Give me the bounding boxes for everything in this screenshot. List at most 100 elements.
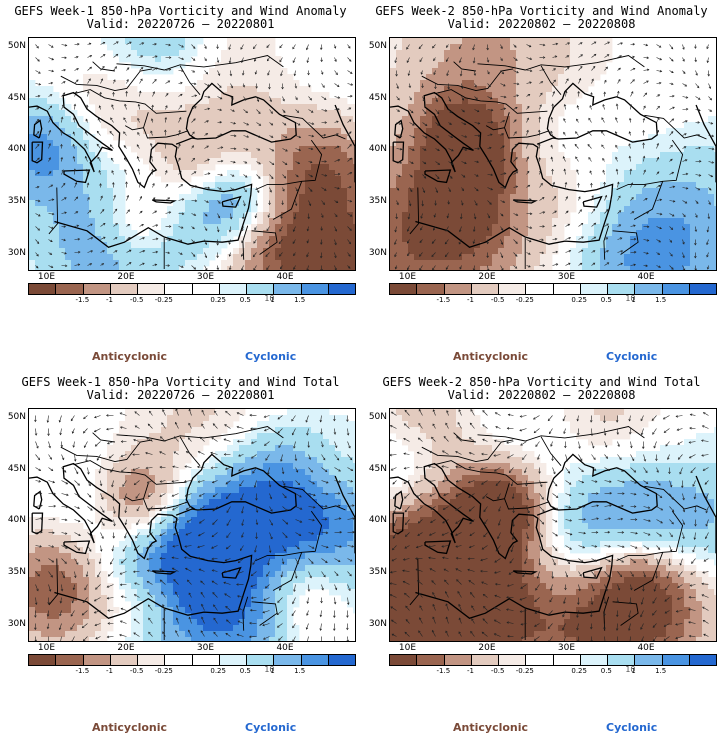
field-cell [77, 218, 84, 225]
field-cell [702, 266, 709, 270]
wind-arrow [282, 135, 288, 139]
field-cell [546, 266, 553, 270]
field-cell [480, 68, 487, 75]
field-cell [570, 98, 577, 105]
field-cell [77, 206, 84, 213]
field-cell [426, 38, 433, 45]
field-cell [239, 56, 246, 63]
field-cell [528, 62, 535, 69]
field-cell [456, 266, 463, 270]
field-cell [390, 254, 397, 261]
field-cell [486, 176, 493, 183]
wind-arrow [643, 105, 646, 110]
wind-arrow [48, 239, 53, 242]
field-cell [390, 182, 397, 189]
wind-arrow-head [672, 106, 675, 109]
field-cell [648, 230, 655, 237]
field-cell [83, 164, 90, 171]
wind-arrow-head [49, 105, 53, 108]
field-cell [203, 182, 210, 189]
wind-arrow-head [88, 78, 91, 81]
field-cell [137, 38, 144, 45]
field-cell [678, 242, 685, 249]
field-cell [690, 260, 697, 267]
field-cell [71, 164, 78, 171]
field-cell [408, 62, 415, 69]
wind-arrow [461, 174, 466, 178]
field-cell [347, 230, 354, 237]
field-cell [474, 134, 481, 141]
field-cell [666, 188, 673, 195]
field-cell [71, 230, 78, 237]
field-cell [29, 128, 36, 135]
field-cell [552, 116, 559, 123]
field-cell [516, 146, 523, 153]
coastline [394, 119, 404, 139]
field-cell [59, 248, 66, 255]
field-cell [612, 164, 619, 171]
field-cell [245, 128, 252, 135]
field-cell [95, 140, 102, 147]
field-cell [131, 50, 138, 57]
field-cell [113, 104, 120, 111]
field-cell [287, 242, 294, 249]
field-cell [29, 236, 36, 243]
field-cell [456, 254, 463, 261]
field-cell [95, 254, 102, 261]
field-cell [233, 56, 240, 63]
wind-arrow-head [587, 143, 591, 147]
wind-arrow-head [268, 87, 271, 90]
wind-arrow-head [604, 79, 607, 83]
field-cell [185, 254, 192, 261]
field-cell [65, 134, 72, 141]
field-cell [113, 194, 120, 201]
field-cell [402, 152, 409, 159]
wind-arrow-head [244, 189, 247, 193]
field-cell [504, 44, 511, 51]
field-cell [660, 254, 667, 261]
field-cell [317, 98, 324, 105]
wind-arrow [347, 157, 352, 162]
field-cell [281, 68, 288, 75]
field-cell [714, 200, 716, 207]
wind-arrow [204, 70, 208, 75]
wind-arrow-head [37, 157, 40, 160]
field-cell [119, 122, 126, 129]
field-cell [293, 266, 300, 270]
field-cell [101, 104, 108, 111]
wind-arrow [61, 169, 64, 175]
wind-arrow [256, 96, 259, 102]
wind-arrow-head [155, 55, 158, 58]
wind-arrow-head [539, 169, 542, 173]
field-cell [402, 38, 409, 45]
wind-arrow [500, 187, 506, 189]
field-cell [564, 80, 571, 87]
field-cell [245, 266, 252, 270]
colorbar-swatch [165, 284, 193, 294]
field-cell [317, 128, 324, 135]
field-cell [221, 242, 228, 249]
field-cell [414, 98, 421, 105]
wind-arrow [406, 44, 410, 50]
wind-arrow [99, 170, 101, 175]
field-cell [702, 242, 709, 249]
field-cell [582, 224, 589, 231]
field-cell [408, 74, 415, 81]
wind-arrow-head [128, 237, 131, 240]
field-cell [347, 116, 354, 123]
field-cell [696, 212, 703, 219]
field-cell [113, 80, 120, 87]
field-cell [474, 74, 481, 81]
field-cell [456, 92, 463, 99]
field-cell [660, 230, 667, 237]
field-cell [462, 206, 469, 213]
wind-arrow [334, 159, 340, 162]
field-cell [462, 146, 469, 153]
wind-arrow-head [410, 175, 413, 178]
field-cell [438, 92, 445, 99]
wind-arrow-head [337, 159, 341, 162]
wind-arrow-head [228, 254, 232, 257]
wind-arrow [500, 145, 505, 149]
field-cell [227, 140, 234, 147]
field-cell [83, 218, 90, 225]
